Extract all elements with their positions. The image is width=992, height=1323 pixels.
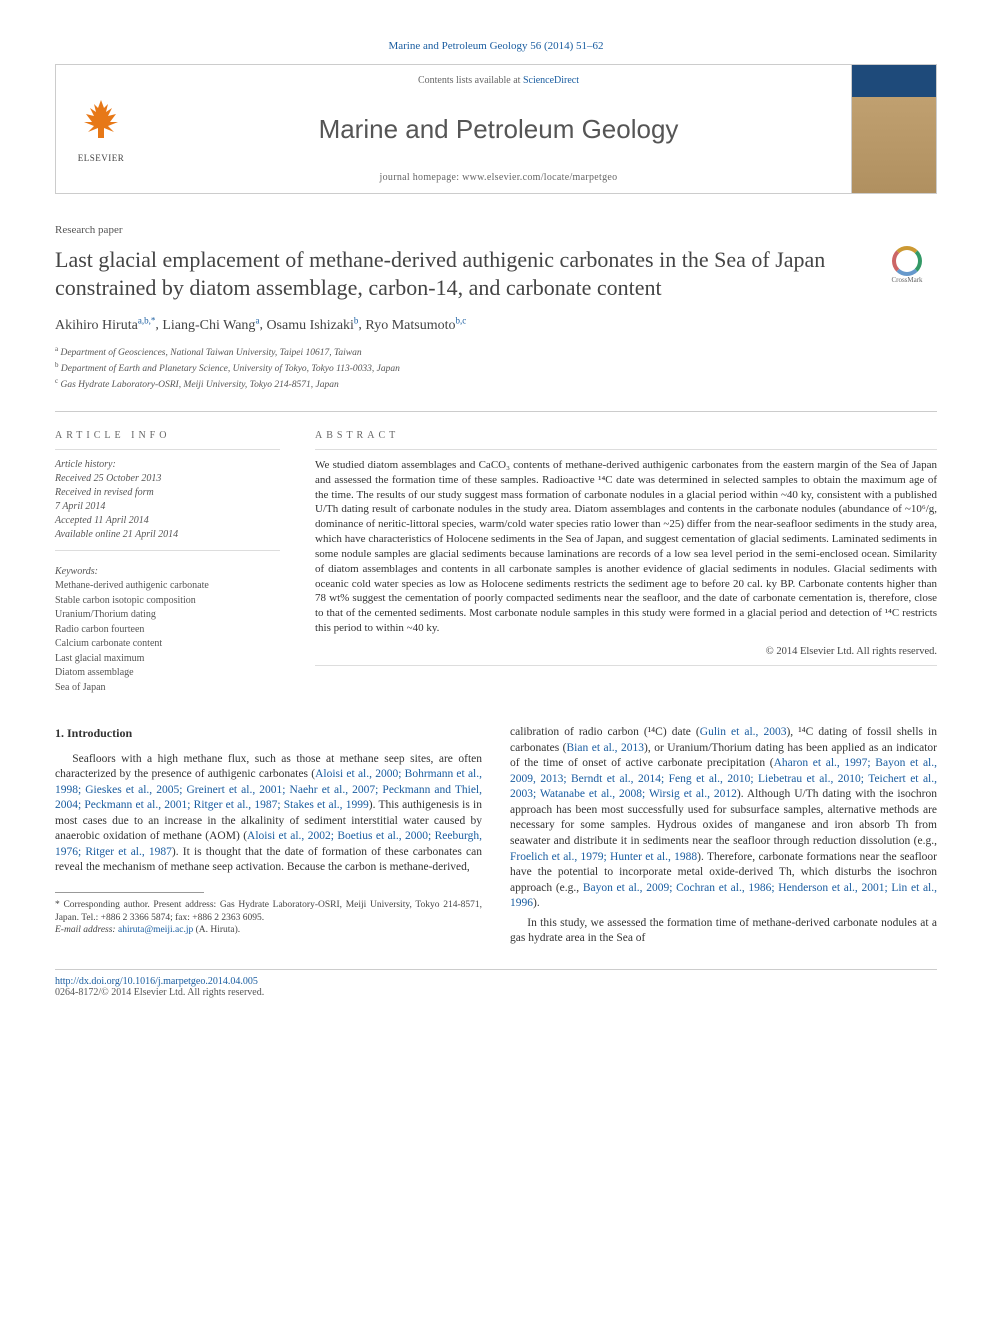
article-type: Research paper — [55, 224, 937, 236]
article-title: Last glacial emplacement of methane-deri… — [55, 246, 857, 301]
affiliations: a Department of Geosciences, National Ta… — [55, 344, 937, 393]
issn-copyright: 0264-8172/© 2014 Elsevier Ltd. All right… — [55, 987, 937, 998]
journal-header: ELSEVIER Contents lists available at Sci… — [55, 64, 937, 194]
body-paragraph: calibration of radio carbon (¹⁴C) date (… — [510, 725, 937, 911]
footnote-text: * Corresponding author. Present address:… — [55, 899, 482, 925]
homepage-url[interactable]: www.elsevier.com/locate/marpetgeo — [462, 172, 617, 183]
affiliation: a Department of Geosciences, National Ta… — [55, 344, 937, 360]
divider-thin — [315, 449, 937, 450]
crossmark-label: CrossMark — [891, 276, 922, 284]
sciencedirect-line: Contents lists available at ScienceDirec… — [156, 75, 841, 86]
keyword: Radio carbon fourteen — [55, 623, 280, 638]
author: Osamu Ishizakib — [266, 318, 358, 333]
body-col-right: calibration of radio carbon (¹⁴C) date (… — [510, 725, 937, 950]
abstract-copyright: © 2014 Elsevier Ltd. All rights reserved… — [315, 646, 937, 657]
history-item: Received in revised form — [55, 486, 280, 500]
affiliation: b Department of Earth and Planetary Scie… — [55, 360, 937, 376]
journal-cover-thumb — [851, 65, 936, 193]
citation-link[interactable]: Gulin et al., 2003 — [700, 726, 787, 738]
history-item: 7 April 2014 — [55, 500, 280, 514]
section-heading: 1. Introduction — [55, 725, 482, 741]
keyword: Last glacial maximum — [55, 652, 280, 667]
keyword: Methane-derived authigenic carbonate — [55, 579, 280, 594]
homepage-line: journal homepage: www.elsevier.com/locat… — [156, 172, 841, 183]
history-item: Available online 21 April 2014 — [55, 528, 280, 542]
history-item: Received 25 October 2013 — [55, 472, 280, 486]
author: Ryo Matsumotob,c — [365, 318, 466, 333]
keywords-block: Keywords: Methane-derived authigenic car… — [55, 565, 280, 696]
divider-thin — [55, 449, 280, 450]
publisher-name: ELSEVIER — [78, 153, 125, 163]
body-paragraph: In this study, we assessed the formation… — [510, 916, 937, 947]
abstract-heading: ABSTRACT — [315, 430, 937, 441]
body-paragraph: Seafloors with a high methane flux, such… — [55, 752, 482, 876]
keywords-label: Keywords: — [55, 565, 280, 580]
footnote-rule — [55, 892, 204, 893]
divider — [55, 411, 937, 412]
crossmark-badge[interactable]: CrossMark — [877, 246, 937, 288]
article-history: Article history: Received 25 October 201… — [55, 458, 280, 542]
keyword: Uranium/Thorium dating — [55, 608, 280, 623]
doi-link[interactable]: http://dx.doi.org/10.1016/j.marpetgeo.20… — [55, 976, 258, 987]
hp-prefix: journal homepage: — [380, 172, 463, 183]
divider-thin — [55, 550, 280, 551]
author: Akihiro Hirutaa,b,* — [55, 318, 155, 333]
author-list: Akihiro Hirutaa,b,*, Liang-Chi Wanga, Os… — [55, 315, 937, 334]
elsevier-logo[interactable]: ELSEVIER — [56, 65, 146, 193]
keyword: Diatom assemblage — [55, 666, 280, 681]
body-columns: 1. Introduction Seafloors with a high me… — [55, 725, 937, 950]
sciencedirect-link[interactable]: ScienceDirect — [523, 75, 579, 86]
article-info-heading: ARTICLE INFO — [55, 430, 280, 441]
history-label: Article history: — [55, 458, 280, 472]
citation-bar: Marine and Petroleum Geology 56 (2014) 5… — [55, 40, 937, 52]
keyword: Calcium carbonate content — [55, 637, 280, 652]
keyword: Sea of Japan — [55, 681, 280, 696]
elsevier-tree-icon — [78, 96, 124, 150]
abstract-text: We studied diatom assemblages and CaCO₃ … — [315, 458, 937, 636]
citation-link[interactable]: Bian et al., 2013 — [567, 742, 645, 754]
body-col-left: 1. Introduction Seafloors with a high me… — [55, 725, 482, 950]
crossmark-icon — [892, 246, 922, 276]
affiliation: c Gas Hydrate Laboratory-OSRI, Meiji Uni… — [55, 376, 937, 392]
journal-name: Marine and Petroleum Geology — [156, 114, 841, 145]
citation-link[interactable]: Froelich et al., 1979; Hunter et al., 19… — [510, 851, 697, 863]
history-item: Accepted 11 April 2014 — [55, 514, 280, 528]
sd-prefix: Contents lists available at — [418, 75, 523, 86]
corresponding-author-footnote: * Corresponding author. Present address:… — [55, 899, 482, 937]
keyword: Stable carbon isotopic composition — [55, 594, 280, 609]
footer-bar: http://dx.doi.org/10.1016/j.marpetgeo.20… — [55, 969, 937, 998]
divider-thin — [315, 665, 937, 666]
email-link[interactable]: ahiruta@meiji.ac.jp — [118, 925, 193, 935]
footnote-email-line: E-mail address: ahiruta@meiji.ac.jp (A. … — [55, 924, 482, 937]
author: Liang-Chi Wanga — [162, 318, 259, 333]
